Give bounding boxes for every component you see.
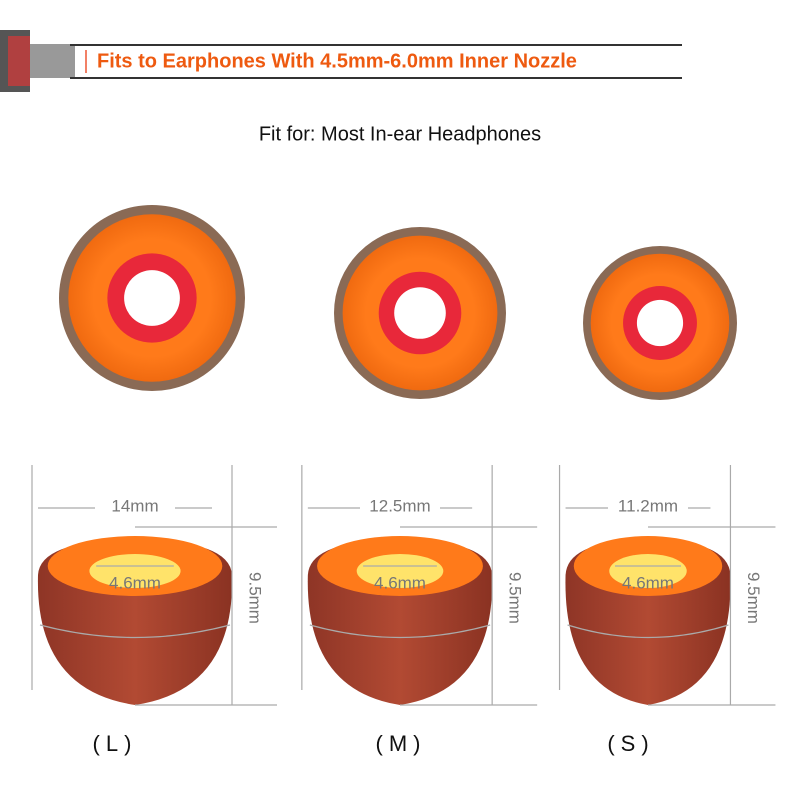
tip-band [309, 624, 491, 639]
tip-hole [394, 287, 446, 339]
bore-label: 4.6mm [109, 573, 161, 592]
width-label: 11.2mm [618, 496, 678, 515]
bore-label: 4.6mm [622, 573, 674, 592]
tip-band [39, 624, 231, 639]
tip-band [567, 624, 729, 639]
nozzle-icon [8, 36, 30, 86]
bore-label: 4.6mm [374, 573, 426, 592]
width-label: 14mm [111, 496, 158, 515]
tip-bore [609, 554, 687, 588]
nozzle-icon [30, 44, 75, 78]
top-views [59, 205, 737, 400]
height-label: 9.5mm [744, 572, 763, 624]
width-label: 12.5mm [369, 496, 430, 515]
side-view: 11.2mm 4.6mm 9.5mm (S) [558, 465, 776, 756]
label-bg [608, 496, 688, 520]
size-label: (S) [607, 731, 654, 756]
banner: Fits to Earphones With 4.5mm-6.0mm Inner… [0, 30, 682, 92]
tip-hole [124, 270, 180, 326]
tip-hole [636, 299, 684, 347]
height-label: 9.5mm [246, 572, 265, 624]
side-view: 14mm 4.6mm 9.5mm (L) [31, 465, 277, 756]
size-label: (L) [93, 731, 138, 756]
subtitle: Fit for: Most In-ear Headphones [259, 123, 541, 145]
side-view: 12.5mm 4.6mm 9.5mm (M) [301, 465, 538, 756]
label-bg [360, 496, 440, 520]
banner-text: Fits to Earphones With 4.5mm-6.0mm Inner… [97, 50, 577, 72]
tip-bore [89, 554, 181, 588]
size-label: (M) [376, 731, 427, 756]
label-bg [95, 496, 175, 520]
side-views: 14mm 4.6mm 9.5mm (L) 12.5mm 4.6mm 9.5mm (M) 11.2… [31, 465, 776, 756]
tip-bore [356, 554, 444, 588]
height-label: 9.5mm [506, 572, 525, 624]
